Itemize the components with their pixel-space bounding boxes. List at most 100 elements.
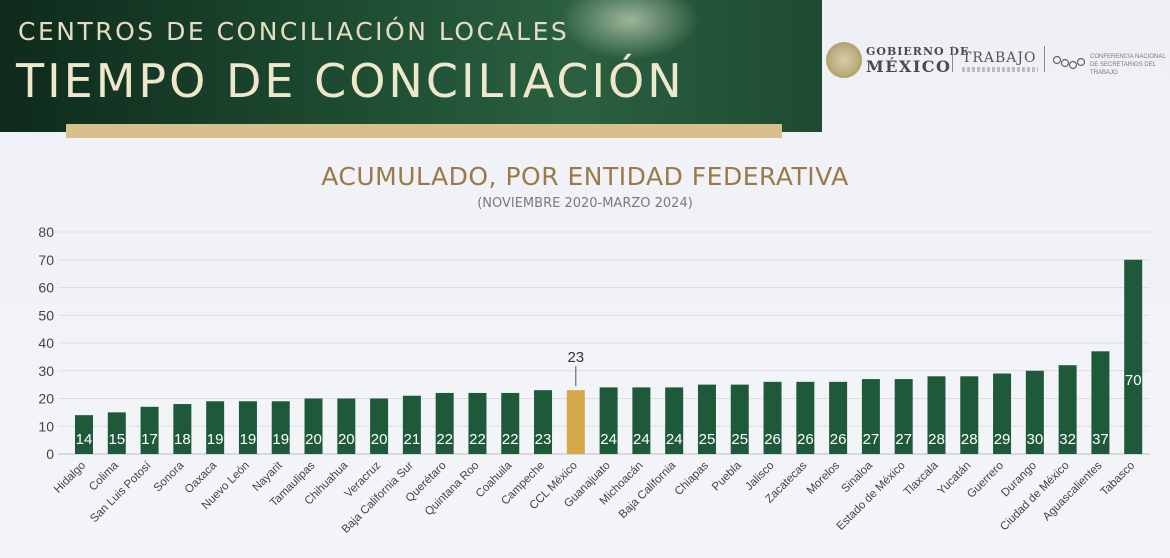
data-label: 26 <box>764 431 781 448</box>
header-banner: CENTROS DE CONCILIACIÓN LOCALES TIEMPO D… <box>0 0 822 132</box>
y-tick-label: 70 <box>38 252 54 268</box>
y-tick-label: 30 <box>38 363 54 379</box>
bar <box>1124 259 1143 454</box>
bar <box>763 381 782 454</box>
data-label: 24 <box>633 431 650 448</box>
data-label: 70 <box>1125 372 1142 389</box>
data-label: 17 <box>141 431 158 448</box>
data-label: 20 <box>305 431 322 448</box>
bar <box>435 392 454 454</box>
logo-strip: GOBIERNO DE MÉXICO TRABAJO CONFERENCIA N… <box>826 40 1170 82</box>
data-label: 22 <box>469 431 486 448</box>
bar <box>1091 351 1110 454</box>
bar <box>796 381 815 454</box>
bar <box>206 401 225 454</box>
bar <box>665 387 684 454</box>
x-tick-label: Guerrero <box>965 460 1006 501</box>
header-subtitle: CENTROS DE CONCILIACIÓN LOCALES <box>18 17 570 46</box>
bar <box>632 387 651 454</box>
conferencia-chain-icon <box>1052 55 1086 70</box>
data-label: 24 <box>666 431 683 448</box>
data-label: 22 <box>502 431 519 448</box>
data-label: 19 <box>272 431 289 448</box>
x-tick-label: Sonora <box>152 459 187 494</box>
bar <box>927 376 946 454</box>
x-tick-label: Hidalgo <box>52 460 88 496</box>
bar <box>861 379 880 454</box>
data-label: 22 <box>436 431 453 448</box>
bar <box>468 392 487 454</box>
bar <box>960 376 979 454</box>
bar <box>304 398 323 454</box>
data-label: 25 <box>699 431 716 448</box>
data-label: 19 <box>240 431 257 448</box>
bar <box>1058 365 1077 454</box>
logo-divider <box>1044 46 1045 72</box>
bar <box>140 406 159 454</box>
data-label: 24 <box>600 431 617 448</box>
x-tick-label: Aguascalientes <box>1041 459 1105 523</box>
logo-divider <box>952 46 953 72</box>
y-tick-label: 40 <box>38 335 54 351</box>
bar <box>599 387 618 454</box>
bar <box>75 415 93 454</box>
data-label: 37 <box>1092 431 1109 448</box>
mexico-seal-icon <box>826 42 862 78</box>
bar <box>829 381 848 454</box>
bar <box>566 390 585 454</box>
bar <box>402 395 421 454</box>
data-label: 32 <box>1059 431 1076 448</box>
bar <box>1025 370 1044 454</box>
gobierno-logo-line2: MÉXICO <box>866 57 952 76</box>
data-label: 21 <box>404 431 421 448</box>
chart-subtitle: (NOVIEMBRE 2020-MARZO 2024) <box>477 196 693 211</box>
bar <box>894 379 913 454</box>
header-light-glow <box>560 0 700 60</box>
data-label: 19 <box>207 431 224 448</box>
y-tick-label: 80 <box>38 224 54 240</box>
bar <box>107 412 126 454</box>
bar <box>173 404 192 454</box>
bar <box>238 401 257 454</box>
header-title: TIEMPO DE CONCILIACIÓN <box>16 54 685 108</box>
data-label: 20 <box>338 431 355 448</box>
data-label: 29 <box>994 431 1011 448</box>
conferencia-logo-text: CONFERENCIA NACIONAL DE SECRETARIOS DEL … <box>1090 54 1166 76</box>
data-label: 28 <box>961 431 978 448</box>
x-tick-label: Baja California <box>617 459 679 521</box>
data-label: 26 <box>830 431 847 448</box>
chart-title: ACUMULADO, POR ENTIDAD FEDERATIVA <box>321 162 849 191</box>
data-label: 18 <box>174 431 191 448</box>
x-tick-label: San Luis Potosí <box>88 459 154 525</box>
trabajo-logo: TRABAJO <box>962 50 1037 66</box>
gobierno-logo-line1: GOBIERNO DE <box>866 45 970 58</box>
bar <box>271 401 290 454</box>
data-label: 27 <box>863 431 880 448</box>
x-tick-label: Tlaxcala <box>902 459 941 498</box>
bar <box>993 373 1012 454</box>
data-label: 26 <box>797 431 814 448</box>
y-tick-label: 60 <box>38 280 54 296</box>
y-tick-label: 10 <box>38 418 54 434</box>
data-label: 23 <box>567 349 584 366</box>
x-tick-label: Chiapas <box>673 459 711 497</box>
trabajo-logo-subline <box>962 67 1038 72</box>
bar <box>337 398 356 454</box>
x-tick-label: Puebla <box>710 459 744 493</box>
bar <box>370 398 389 454</box>
bar <box>534 390 553 454</box>
data-label: 20 <box>371 431 388 448</box>
y-tick-label: 50 <box>38 307 54 323</box>
data-label: 27 <box>895 431 912 448</box>
data-label: 28 <box>928 431 945 448</box>
y-tick-label: 20 <box>38 391 54 407</box>
bar <box>501 392 520 454</box>
data-label: 23 <box>535 431 552 448</box>
data-label: 14 <box>76 431 93 448</box>
data-label: 15 <box>108 431 125 448</box>
bar <box>730 384 749 454</box>
data-label: 25 <box>731 431 748 448</box>
data-label: 30 <box>1027 431 1044 448</box>
bar <box>697 384 716 454</box>
